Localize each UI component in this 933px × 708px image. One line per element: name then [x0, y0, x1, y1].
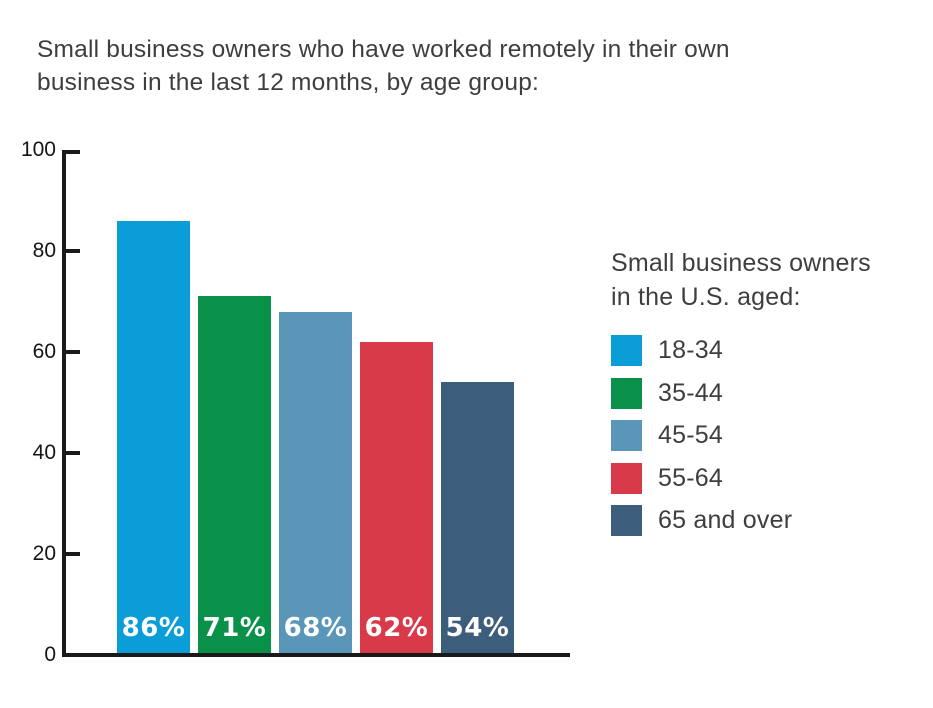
- legend-item-label: 45-54: [658, 421, 723, 449]
- legend-item-55-64: 55-64: [611, 462, 911, 494]
- y-tick: [66, 150, 80, 154]
- legend-item-label: 35-44: [658, 378, 723, 407]
- bar-value-label: 54%: [445, 612, 510, 643]
- legend: Small business owners in the U.S. aged: …: [611, 246, 911, 536]
- legend-items: 18-34 35-44 45-54 55-64 65 and over: [611, 335, 911, 536]
- legend-item-label: 65 and over: [658, 506, 793, 534]
- x-axis-line: [62, 653, 570, 657]
- y-tick-label: 0: [44, 643, 56, 666]
- bar-18-34: 86%: [117, 220, 190, 655]
- y-tick-label: 80: [32, 239, 56, 262]
- y-tick: [66, 350, 80, 354]
- legend-item-label: 18-34: [658, 336, 723, 364]
- bar-65 and over: 54%: [441, 382, 514, 655]
- bar-35-44: 71%: [198, 296, 271, 655]
- legend-swatch: [611, 377, 642, 409]
- legend-swatch: [611, 505, 642, 536]
- chart-title: Small business owners who have worked re…: [37, 36, 730, 96]
- y-tick-label: 20: [32, 542, 56, 565]
- y-tick: [66, 249, 80, 253]
- bar-value-label: 86%: [121, 612, 186, 643]
- legend-item-label: 55-64: [658, 463, 723, 492]
- y-tick: [66, 552, 80, 556]
- bar-value-label: 62%: [364, 612, 429, 643]
- legend-swatch: [611, 335, 642, 366]
- y-tick-label: 40: [32, 441, 56, 464]
- y-tick-label: 60: [32, 340, 56, 363]
- legend-item-18-34: 18-34: [611, 335, 911, 366]
- y-tick: [66, 451, 80, 455]
- legend-item-35-44: 35-44: [611, 377, 911, 409]
- bar-value-label: 68%: [283, 612, 348, 643]
- bar-45-54: 68%: [279, 311, 352, 655]
- legend-item-45-54: 45-54: [611, 420, 911, 451]
- bar-value-label: 71%: [202, 612, 267, 643]
- y-axis-line: [62, 150, 66, 657]
- legend-title: Small business owners in the U.S. aged:: [611, 249, 871, 311]
- legend-swatch: [611, 462, 642, 494]
- bar-55-64: 62%: [360, 341, 433, 655]
- legend-item-65-and-over: 65 and over: [611, 505, 911, 536]
- y-tick-label: 100: [20, 138, 56, 161]
- legend-swatch: [611, 420, 642, 451]
